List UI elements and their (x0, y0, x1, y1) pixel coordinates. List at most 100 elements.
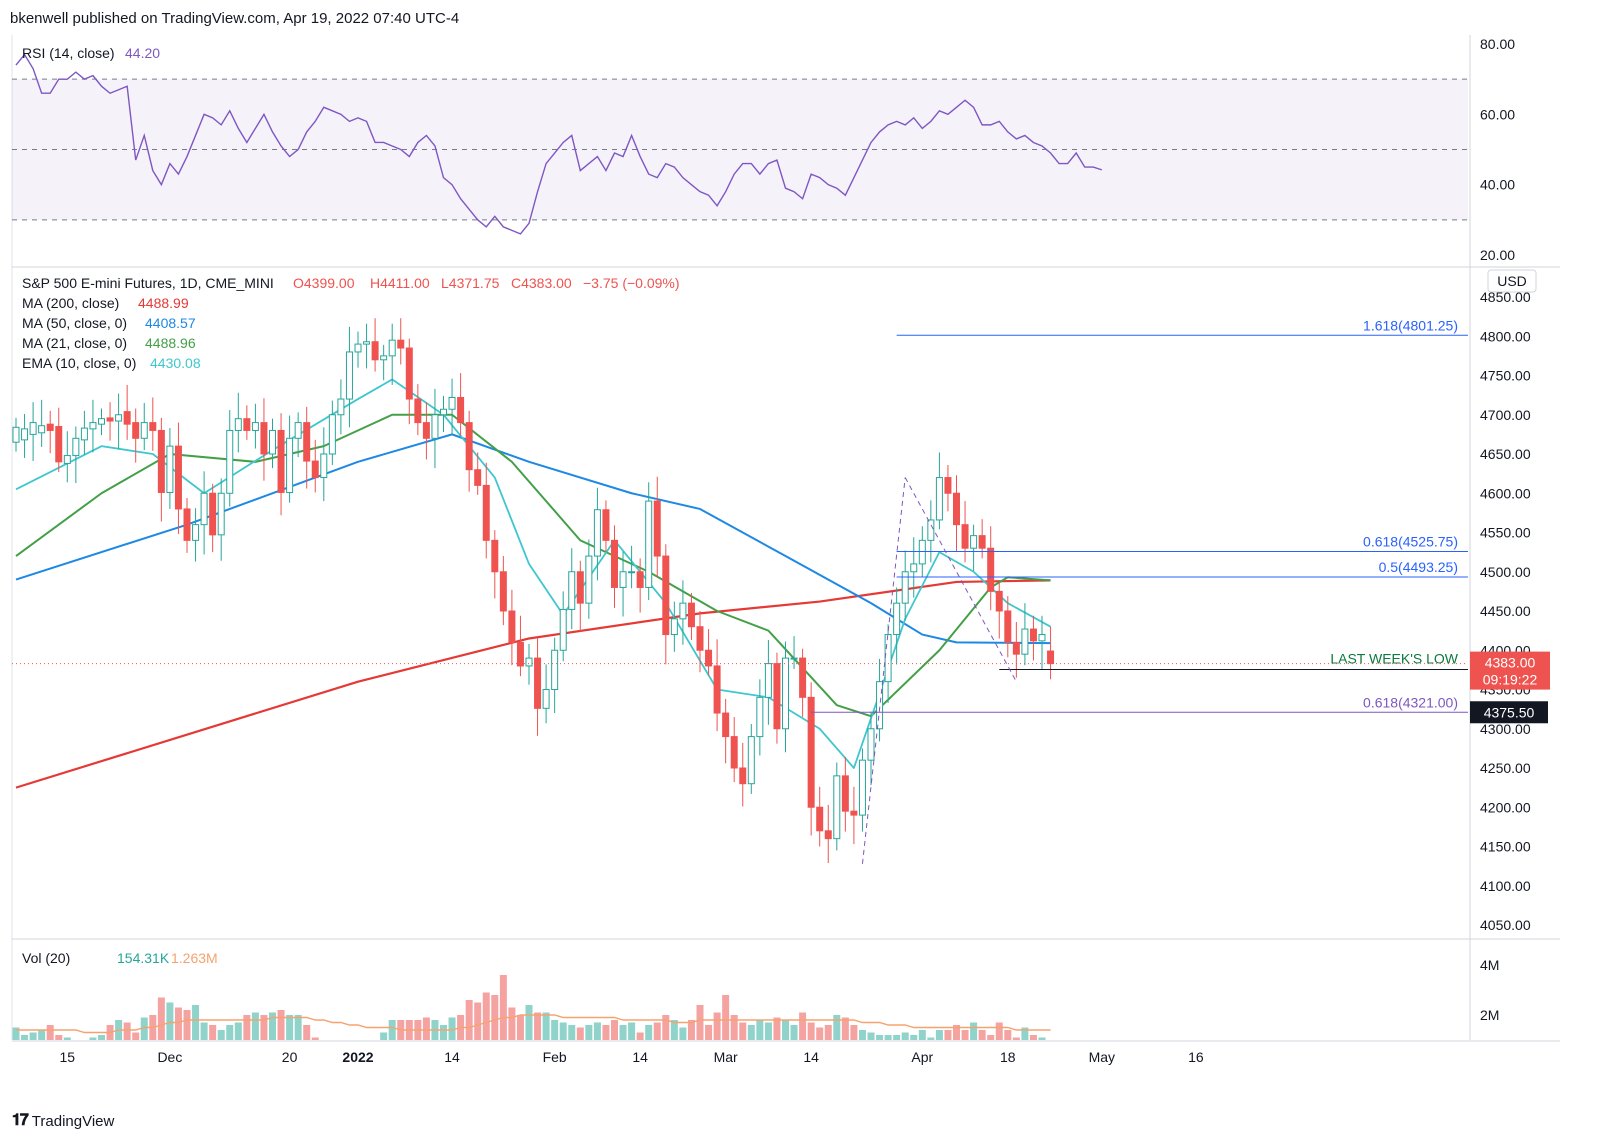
candle-body (773, 663, 781, 730)
candle-body (448, 396, 456, 410)
volume-bar (850, 1025, 858, 1040)
candle (397, 318, 405, 365)
candle (782, 641, 789, 753)
candle-body (337, 398, 345, 416)
candle-body (405, 347, 413, 400)
candle-body (140, 422, 148, 439)
candle (867, 711, 875, 786)
rsi-tick-label: 40.00 (1480, 177, 1515, 193)
candle-body (457, 396, 465, 424)
indicator-value: 4408.57 (145, 315, 196, 331)
volume-bar (269, 1012, 276, 1040)
candle (756, 679, 764, 756)
volume-ma-value: 1.263M (171, 950, 218, 966)
low-level-label: 4375.50 (1484, 704, 1535, 720)
candle-body (380, 355, 388, 361)
candle-body (764, 663, 772, 698)
volume-bar (739, 1022, 747, 1040)
candle-body (491, 539, 499, 573)
candle-body (303, 422, 311, 462)
volume-bar (705, 1025, 713, 1040)
volume-bar (448, 1017, 456, 1040)
candle-body (953, 492, 960, 526)
volume-bar (46, 1025, 54, 1040)
candle-body (927, 519, 935, 541)
rsi-tick-label: 80.00 (1480, 36, 1515, 52)
time-tick-label: Apr (911, 1049, 933, 1065)
candle-body (995, 590, 1003, 612)
candle (388, 323, 396, 385)
candle (286, 415, 294, 503)
volume-bar (858, 1030, 866, 1040)
candle (773, 652, 781, 744)
candle-body (200, 492, 208, 526)
candle-body (166, 445, 174, 493)
price-tick-label: 4050.00 (1480, 917, 1531, 933)
volume-bar (192, 1005, 200, 1040)
candle-body (63, 455, 71, 464)
volume-bar (474, 1002, 482, 1040)
candle-body (277, 429, 285, 493)
candle (764, 640, 772, 725)
currency-label: USD (1497, 273, 1527, 289)
candle (542, 664, 550, 724)
time-tick-label: May (1089, 1049, 1115, 1065)
candle-body (593, 509, 601, 557)
candle-body (568, 571, 576, 610)
candle (243, 405, 251, 440)
candle-body (713, 665, 721, 714)
candle (824, 804, 832, 863)
price-tick-label: 4750.00 (1480, 368, 1531, 384)
volume-bar (217, 1030, 225, 1040)
volume-bar (559, 1022, 567, 1040)
candle-body (696, 626, 704, 651)
candle-body (55, 426, 63, 463)
candle (132, 408, 140, 463)
candle (1029, 615, 1037, 661)
candle-body (901, 571, 909, 604)
candle (457, 373, 465, 436)
tradingview-logo[interactable]: 𝟏𝟕 TradingView (12, 1112, 114, 1130)
time-tick-label: 18 (1000, 1049, 1016, 1065)
volume-bar (1038, 1037, 1046, 1040)
volume-bar (687, 1020, 695, 1040)
price-tick-label: 4100.00 (1480, 878, 1531, 894)
volume-bar (662, 1015, 670, 1040)
volume-bar (499, 975, 507, 1040)
volume-bar (799, 1012, 807, 1040)
candle (1012, 621, 1020, 678)
volume-bar (645, 1025, 653, 1040)
volume-bar (764, 1022, 772, 1040)
volume-bar (63, 1037, 71, 1040)
candle (901, 550, 909, 621)
low-level-badge (1470, 701, 1548, 724)
price-tick-label: 4200.00 (1480, 799, 1531, 815)
volume-bar (38, 1030, 46, 1040)
candle-body (636, 571, 644, 588)
candle-body (687, 602, 695, 628)
candle-body (226, 429, 234, 494)
candle (816, 786, 824, 847)
candle-body (516, 641, 524, 667)
last-price-badge (1470, 651, 1550, 690)
candle-body (115, 414, 123, 422)
last-price-label: 4383.00 (1485, 655, 1536, 671)
rsi-legend-value: 44.20 (125, 45, 160, 61)
ohlc-value: L4371.75 (441, 275, 500, 291)
volume-bar (482, 992, 490, 1040)
candle-body (628, 571, 636, 574)
volume-bar (166, 1002, 174, 1040)
candle (337, 379, 345, 435)
candle (328, 400, 336, 465)
volume-bar (696, 1005, 704, 1040)
rsi-legend-label: RSI (14, close) (22, 45, 115, 61)
volume-bar (440, 1025, 447, 1040)
time-tick-label: 20 (282, 1049, 298, 1065)
candle-body (29, 422, 37, 435)
candle-body (816, 806, 824, 832)
tradingview-logo-icon: 𝟏𝟕 (12, 1112, 29, 1129)
candle (619, 551, 627, 617)
candle (987, 526, 995, 611)
volume-bar (593, 1022, 601, 1040)
